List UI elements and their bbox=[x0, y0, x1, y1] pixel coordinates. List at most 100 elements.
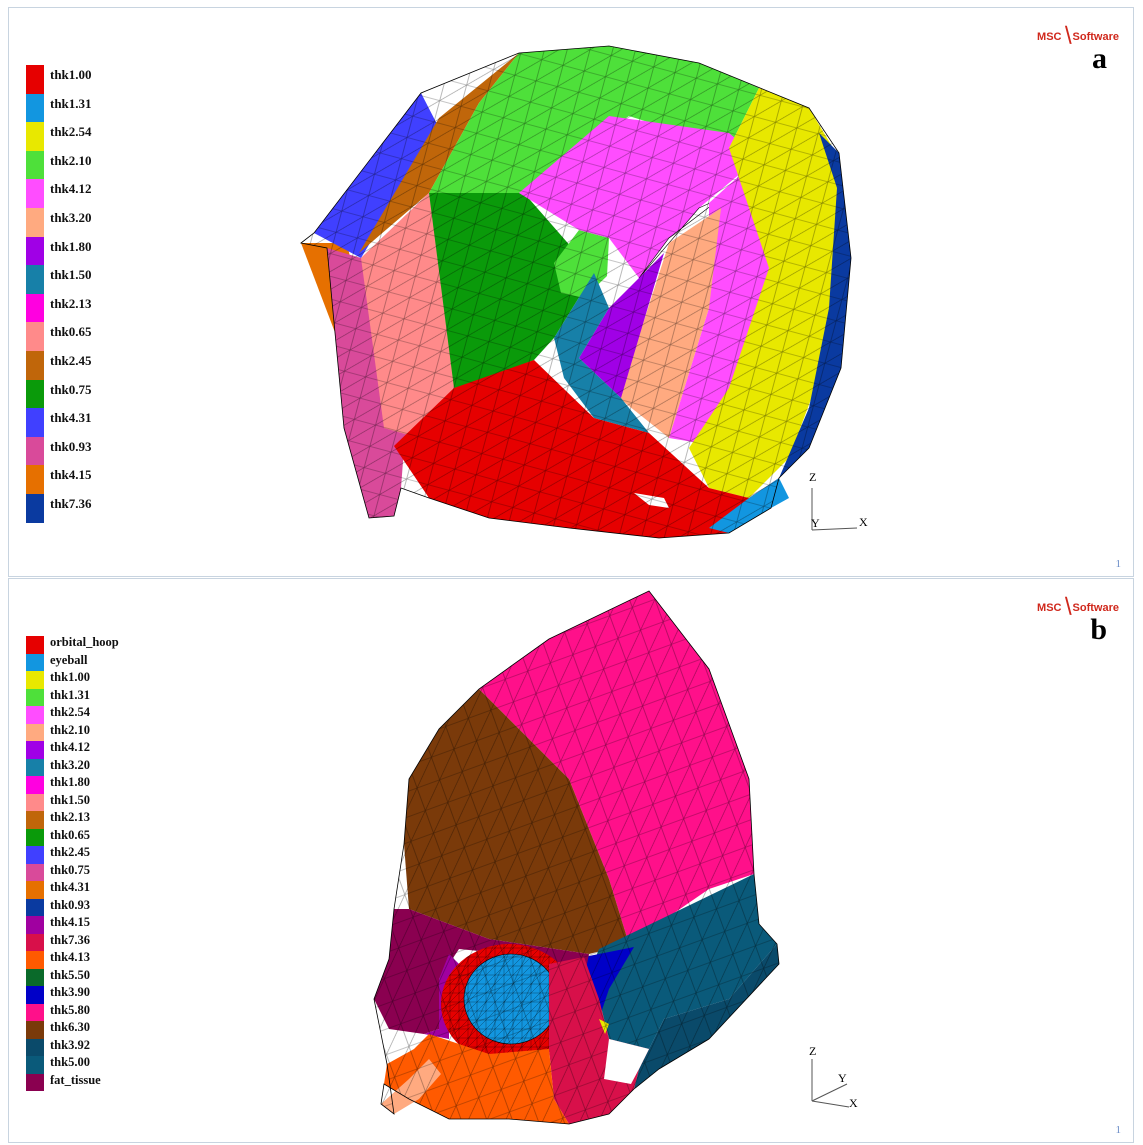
legend-entry: thk4.12 bbox=[26, 179, 166, 208]
legend-label: thk3.20 bbox=[50, 757, 90, 772]
legend-label: thk2.10 bbox=[50, 722, 90, 737]
legend-label: thk2.54 bbox=[50, 124, 92, 140]
gap-white-b bbox=[604, 1039, 649, 1084]
legend-entry: thk7.36 bbox=[26, 494, 166, 523]
legend-swatch bbox=[26, 986, 44, 1004]
legend-entry: thk0.75 bbox=[26, 862, 166, 881]
axis-triad-b bbox=[811, 1059, 850, 1108]
legend-swatch bbox=[26, 723, 44, 741]
legend-swatch bbox=[26, 179, 44, 208]
legend-label: thk2.13 bbox=[50, 810, 90, 824]
axis-z-label: Z bbox=[809, 1044, 817, 1058]
axis-y-label: Y bbox=[838, 1071, 847, 1085]
legend-label: thk2.45 bbox=[50, 353, 92, 368]
legend-label: thk3.20 bbox=[50, 210, 92, 225]
legend-label: thk1.00 bbox=[50, 67, 92, 82]
legend-swatch bbox=[26, 122, 44, 151]
legend-entry: eyeball bbox=[26, 653, 166, 671]
legend-entry: thk0.93 bbox=[26, 897, 166, 916]
legend-swatch bbox=[26, 236, 44, 266]
legend-label: thk7.36 bbox=[50, 496, 92, 511]
legend-swatch bbox=[26, 65, 44, 94]
legend-entry: thk3.20 bbox=[26, 757, 166, 776]
legend-entry: thk2.10 bbox=[26, 150, 166, 180]
legend-swatch bbox=[26, 863, 44, 881]
legend-entry: thk1.00 bbox=[26, 65, 166, 94]
legend-entry: thk1.50 bbox=[26, 793, 166, 811]
legend-entry: thk2.13 bbox=[26, 811, 166, 829]
legend-swatch bbox=[26, 688, 44, 706]
legend-label: thk4.12 bbox=[50, 740, 90, 754]
axis-x-label: X bbox=[849, 1096, 858, 1110]
legend-label: thk0.65 bbox=[50, 827, 90, 842]
legend-swatch bbox=[26, 968, 44, 986]
panel-letter: a bbox=[1092, 42, 1107, 75]
legend-entry: orbital_hoop bbox=[26, 636, 166, 654]
legend-swatch bbox=[26, 828, 44, 846]
legend-swatch bbox=[26, 653, 44, 671]
legend-swatch bbox=[26, 93, 44, 123]
page-number: 1 bbox=[1115, 1124, 1122, 1136]
legend-label: thk0.75 bbox=[50, 862, 90, 877]
legend-entry: thk1.31 bbox=[26, 687, 166, 706]
legend-swatch bbox=[26, 1038, 44, 1056]
legend-entry: thk2.45 bbox=[26, 846, 166, 864]
legend-swatch bbox=[26, 671, 44, 689]
page-number: 1 bbox=[1115, 558, 1122, 570]
legend-swatch bbox=[26, 916, 44, 934]
legend-swatch bbox=[26, 494, 44, 523]
legend-entry: thk4.31 bbox=[26, 408, 166, 437]
legend-entry: thk4.12 bbox=[26, 741, 166, 759]
legend-label: thk3.90 bbox=[50, 985, 90, 999]
legend-label: orbital_hoop bbox=[50, 635, 119, 649]
legend-label: thk0.75 bbox=[50, 381, 92, 397]
legend-entry: thk3.20 bbox=[26, 208, 166, 237]
legend-label: thk1.80 bbox=[50, 238, 92, 254]
legend-entry: thk1.50 bbox=[26, 265, 166, 294]
legend-entry: thk4.13 bbox=[26, 951, 166, 969]
legend-swatch bbox=[26, 811, 44, 829]
legend-label: thk0.93 bbox=[50, 897, 90, 912]
legend-entry: thk3.90 bbox=[26, 986, 166, 1004]
legend-swatch bbox=[26, 951, 44, 969]
legend-entry: thk2.54 bbox=[26, 706, 166, 724]
legend-label: thk1.80 bbox=[50, 775, 90, 789]
legend-swatch bbox=[26, 208, 44, 237]
legend-entry: thk1.00 bbox=[26, 671, 166, 689]
msc-software-logo: MSC╲Software bbox=[1037, 27, 1119, 44]
legend-entry: thk2.10 bbox=[26, 722, 166, 741]
legend-label: thk2.54 bbox=[50, 705, 90, 719]
figure-panel-a: thk1.00 thk1.31 thk2.54 thk2.10 thk4.12 thk3.… bbox=[8, 7, 1134, 577]
axis-triad-a bbox=[811, 488, 858, 531]
legend-swatch bbox=[26, 1003, 44, 1021]
legend-swatch bbox=[26, 933, 44, 951]
legend-swatch bbox=[26, 758, 44, 776]
legend-entry: thk4.15 bbox=[26, 916, 166, 934]
legend-entry: thk4.15 bbox=[26, 465, 166, 494]
legend-swatch bbox=[26, 776, 44, 794]
legend-label: thk4.12 bbox=[50, 181, 92, 197]
legend-label: thk1.31 bbox=[50, 687, 90, 702]
legend-entry: thk5.80 bbox=[26, 1002, 166, 1021]
legend-entry: thk2.54 bbox=[26, 122, 166, 151]
legend-swatch bbox=[26, 465, 44, 494]
legend-label: thk6.30 bbox=[50, 1020, 90, 1034]
legend-swatch bbox=[26, 293, 44, 323]
legend-label: thk1.31 bbox=[50, 95, 92, 111]
legend-swatch bbox=[26, 1056, 44, 1074]
legend-label: thk5.50 bbox=[50, 967, 90, 982]
legend-label: thk5.80 bbox=[50, 1002, 90, 1017]
legend-label: thk5.00 bbox=[50, 1055, 90, 1069]
legend-entry: thk5.00 bbox=[26, 1056, 166, 1074]
legend-swatch bbox=[26, 706, 44, 724]
legend-entry: thk5.50 bbox=[26, 967, 166, 986]
legend-label: thk1.50 bbox=[50, 267, 92, 283]
msc-software-logo: MSC╲Software bbox=[1037, 598, 1119, 615]
skull-mesh-a bbox=[300, 45, 852, 539]
legend-entry: fat_tissue bbox=[26, 1073, 166, 1091]
legend-entry: thk2.45 bbox=[26, 351, 166, 380]
legend-swatch bbox=[26, 846, 44, 864]
legend-entry: thk6.30 bbox=[26, 1021, 166, 1039]
legend-label: thk0.65 bbox=[50, 324, 92, 340]
